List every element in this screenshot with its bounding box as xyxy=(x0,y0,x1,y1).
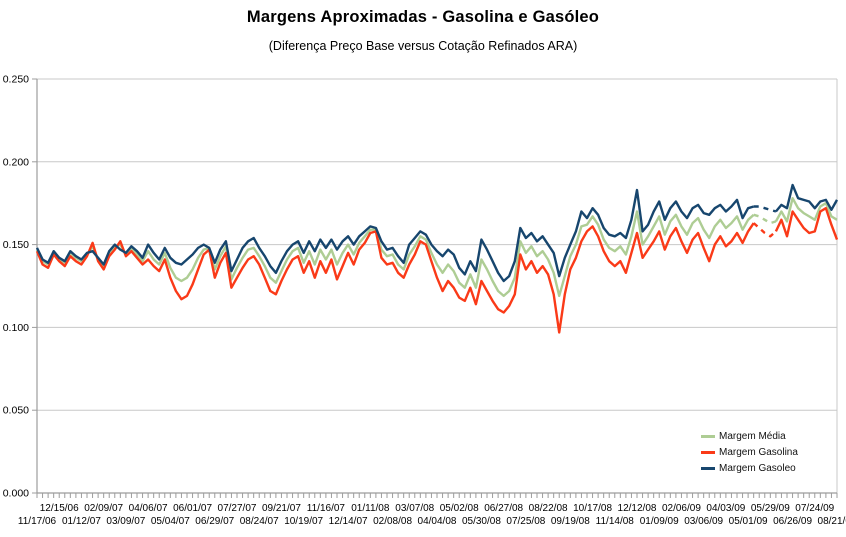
legend-line-marker xyxy=(701,450,715,455)
series-margem-gasolina xyxy=(35,206,839,334)
chart-subtitle: (Diferença Preço Base versus Cotação Ref… xyxy=(268,39,578,53)
x-tick-label: 06/01/07 xyxy=(173,503,212,514)
axis-labels: 0.000 0.050 0.100 0.150 0.200 0.250 12/15/06 02… xyxy=(3,74,846,528)
x-tick-label: 04/03/09 xyxy=(706,503,745,514)
x-tick-label: 09/19/08 xyxy=(551,516,590,527)
x-tick-label: 01/11/08 xyxy=(351,503,390,514)
chart-title: Margens Aproximadas - Gasolina e Gasóleo xyxy=(246,8,600,26)
x-tick-label: 05/02/08 xyxy=(440,503,479,514)
x-tick-label: 01/12/07 xyxy=(62,516,101,527)
legend-label: Margem Média xyxy=(719,431,786,442)
x-tick-label: 07/27/07 xyxy=(218,503,257,514)
gridlines xyxy=(37,78,837,411)
x-tick-label: 10/17/08 xyxy=(573,503,612,514)
x-tick-label: 01/09/09 xyxy=(640,516,679,527)
x-tick-label: 03/06/09 xyxy=(684,516,723,527)
legend: Margem Média Margem Gasolina Margem Gasole… xyxy=(701,430,841,475)
x-tick-label: 05/01/09 xyxy=(729,516,768,527)
x-tick-label: 12/15/06 xyxy=(40,503,79,514)
x-tick-label: 06/27/08 xyxy=(484,503,523,514)
x-tick-label: 04/04/08 xyxy=(418,516,457,527)
y-tick-label: 0.000 xyxy=(3,488,29,500)
legend-line-marker xyxy=(701,466,715,471)
x-tick-label: 12/14/07 xyxy=(329,516,368,527)
legend-item: Margem Gasoleo xyxy=(701,462,841,475)
x-tick-label: 08/24/07 xyxy=(240,516,279,527)
legend-line-marker xyxy=(701,434,715,439)
x-tick-label: 04/06/07 xyxy=(129,503,168,514)
x-tick-label: 11/14/08 xyxy=(596,516,635,527)
y-tick-label: 0.200 xyxy=(3,156,29,168)
legend-label: Margem Gasoleo xyxy=(719,463,796,474)
y-tick-label: 0.100 xyxy=(3,322,29,334)
x-tick-label: 11/16/07 xyxy=(307,503,346,514)
x-tick-label: 05/04/07 xyxy=(151,516,190,527)
x-tick-label: 09/21/07 xyxy=(262,503,301,514)
x-tick-label: 03/07/08 xyxy=(395,503,434,514)
x-tick-label: 03/09/07 xyxy=(106,516,145,527)
series-margem-gasoleo xyxy=(35,183,839,283)
x-tick-label: 02/06/09 xyxy=(662,503,701,514)
legend-label: Margem Gasolina xyxy=(719,447,798,458)
x-tick-label: 08/21/09 xyxy=(818,516,846,527)
x-tick-label: 07/25/08 xyxy=(506,516,545,527)
x-tick-label: 06/29/07 xyxy=(195,516,234,527)
x-tick-label: 05/30/08 xyxy=(462,516,501,527)
x-tick-label: 06/26/09 xyxy=(773,516,812,527)
x-tick-label: 10/19/07 xyxy=(284,516,323,527)
y-tick-label: 0.150 xyxy=(3,239,29,251)
x-tick-label: 08/22/08 xyxy=(529,503,568,514)
x-tick-label: 12/12/08 xyxy=(618,503,657,514)
axes xyxy=(32,78,838,498)
x-tick-label: 07/24/09 xyxy=(795,503,834,514)
legend-item: Margem Média xyxy=(701,430,841,443)
x-tick-label: 02/09/07 xyxy=(84,503,123,514)
series-margem-media xyxy=(35,196,838,298)
y-tick-label: 0.250 xyxy=(3,74,29,86)
legend-item: Margem Gasolina xyxy=(701,446,841,459)
y-tick-label: 0.050 xyxy=(3,405,29,417)
x-tick-label: 02/08/08 xyxy=(373,516,412,527)
x-tick-label: 11/17/06 xyxy=(18,516,57,527)
x-tick-label: 05/29/09 xyxy=(751,503,790,514)
